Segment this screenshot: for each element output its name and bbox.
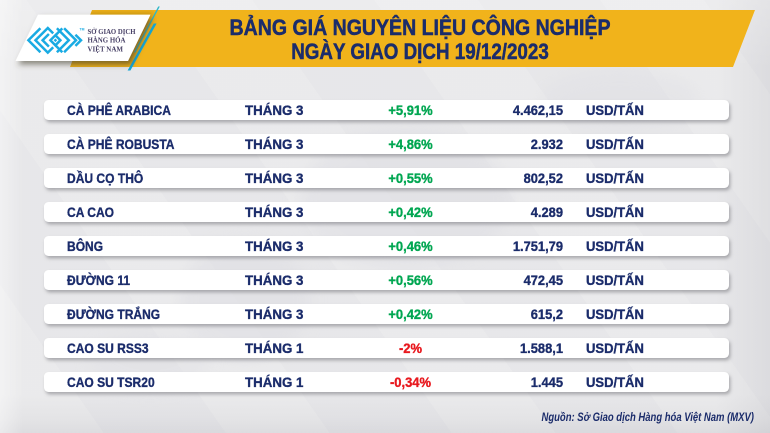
svg-text:TM: TM bbox=[80, 28, 85, 32]
svg-text:SỞ GIAO DỊCH: SỞ GIAO DỊCH bbox=[88, 26, 136, 36]
svg-text:VIỆT NAM: VIỆT NAM bbox=[88, 44, 124, 53]
svg-text:HÀNG HÓA: HÀNG HÓA bbox=[88, 35, 127, 45]
